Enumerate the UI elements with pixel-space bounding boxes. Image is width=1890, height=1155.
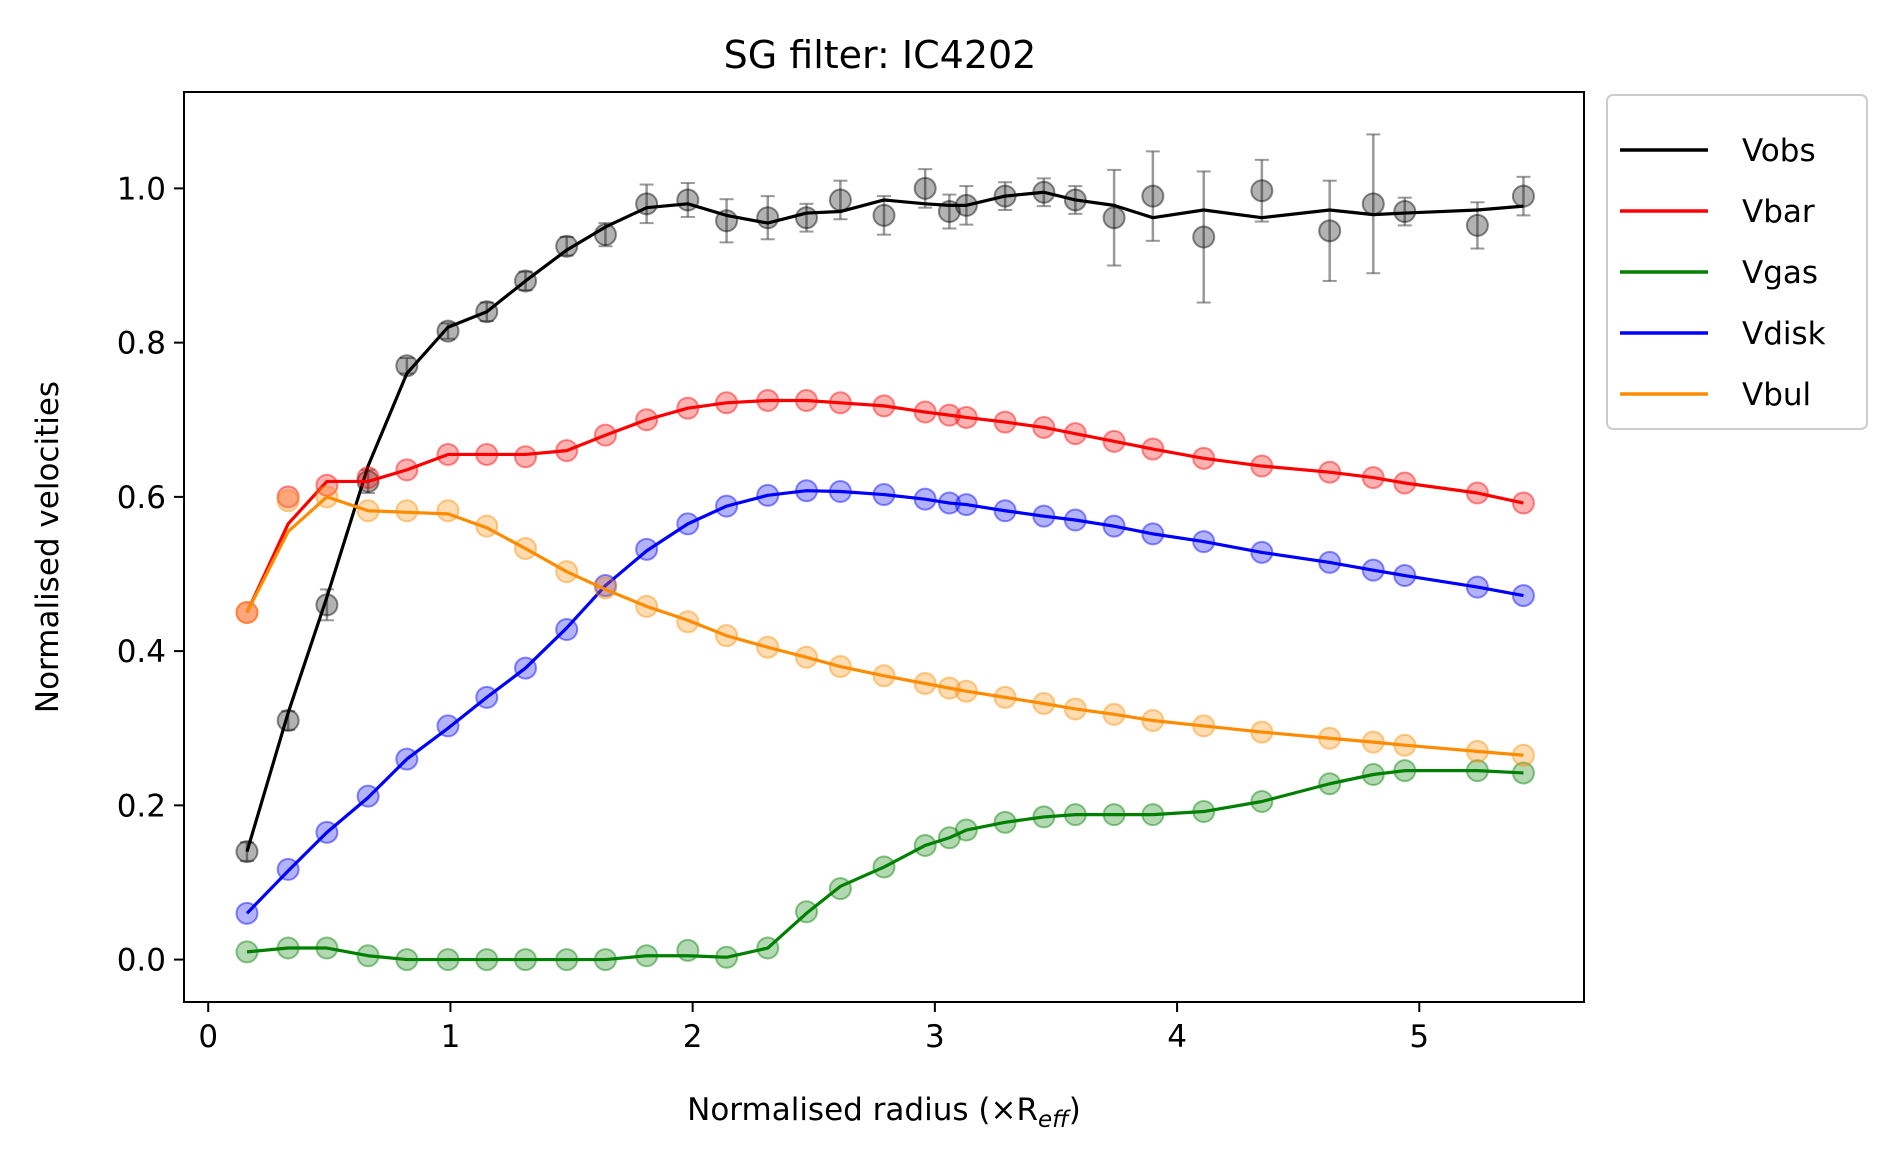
data-point-vgas <box>676 938 700 962</box>
series-vbar <box>235 388 1535 625</box>
data-point-vobs <box>1465 213 1489 237</box>
data-point-vobs <box>913 176 937 200</box>
x-tick-label: 1 <box>441 1019 461 1055</box>
y-axis-label: Normalised velocities <box>30 381 66 713</box>
y-tick-label: 0.6 <box>117 480 166 516</box>
y-tick-label: 0.2 <box>117 788 166 824</box>
legend-label-vdisk: Vdisk <box>1742 316 1826 352</box>
x-tick-label: 4 <box>1167 1019 1187 1055</box>
data-point-vbar <box>514 445 538 469</box>
axis-ticks: 0 1 2 3 4 5 0.0 0.2 0.4 0.6 0.8 1.0 <box>117 171 1429 1055</box>
data-point-vobs <box>1102 206 1126 230</box>
data-point-vbul <box>235 601 259 625</box>
data-point-vbar <box>235 601 259 625</box>
series-vbul <box>235 485 1535 767</box>
data-point-vobs <box>1192 225 1216 249</box>
data-point-vobs <box>555 234 579 258</box>
x-axis-label-main: Normalised radius (×R <box>687 1092 1038 1128</box>
y-tick-label: 0.8 <box>117 326 166 362</box>
y-tick-label: 0.4 <box>117 634 166 670</box>
x-tick-label: 0 <box>198 1019 218 1055</box>
data-point-vobs <box>1318 219 1342 243</box>
x-axis-label: Normalised radius (×Reff) <box>687 1092 1081 1133</box>
legend-label-vbar: Vbar <box>1742 194 1815 230</box>
series-line-vobs <box>245 190 1524 853</box>
series-line-vgas <box>246 769 1524 962</box>
x-tick-label: 2 <box>683 1019 703 1055</box>
data-point-vobs <box>756 206 780 230</box>
series-line-vbar <box>245 398 1524 614</box>
series-line-vbul <box>245 495 1524 757</box>
legend: Vobs Vbar Vgas Vdisk Vbul <box>1606 94 1868 430</box>
data-point-vobs <box>1250 179 1274 203</box>
data-point-vobs <box>794 206 818 230</box>
data-point-vobs <box>872 203 896 227</box>
legend-label-vbul: Vbul <box>1742 377 1811 413</box>
data-point-vgas <box>828 877 852 901</box>
legend-label-vgas: Vgas <box>1742 255 1818 291</box>
x-axis-label-subscript: eff <box>1038 1107 1071 1133</box>
x-axis-label-close: ) <box>1069 1092 1081 1128</box>
data-point-vobs <box>1511 184 1535 208</box>
data-point-vobs <box>1361 192 1385 216</box>
y-tick-label: 1.0 <box>117 171 166 207</box>
chart-title: SG filter: IC4202 <box>724 33 1037 77</box>
plot-area <box>235 133 1535 972</box>
data-point-vbar <box>276 485 300 509</box>
legend-box <box>1606 94 1868 430</box>
x-tick-label: 3 <box>925 1019 945 1055</box>
data-point-vbul <box>276 489 300 513</box>
series-line-vdisk <box>245 489 1524 915</box>
legend-label-vobs: Vobs <box>1742 133 1816 169</box>
y-tick-label: 0.0 <box>117 943 166 979</box>
series-vdisk <box>235 479 1535 925</box>
x-tick-label: 5 <box>1409 1019 1429 1055</box>
data-point-vobs <box>828 188 852 212</box>
data-point-vobs <box>1141 184 1165 208</box>
series-vobs <box>235 133 1535 864</box>
axes-frame <box>183 91 1585 1003</box>
series-vgas <box>235 759 1535 972</box>
